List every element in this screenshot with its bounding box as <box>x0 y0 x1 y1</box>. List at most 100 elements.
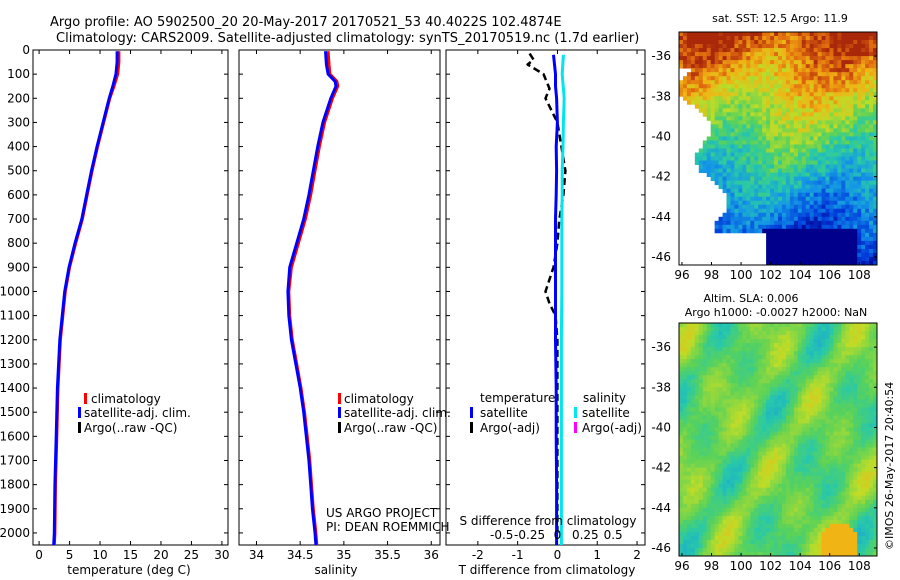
sla-cell <box>841 403 846 408</box>
sst-cell <box>853 112 858 117</box>
x-tick-label: 25 <box>184 548 199 562</box>
sst-cell <box>758 204 763 210</box>
sla-cell <box>821 435 826 440</box>
sst-cell <box>821 172 826 178</box>
sla-cell <box>805 379 811 384</box>
sst-cell <box>817 100 822 105</box>
sst-cell <box>722 96 727 101</box>
sst-cell <box>817 128 822 133</box>
sla-cell <box>785 475 791 481</box>
sla-cell <box>698 467 704 473</box>
sst-cell <box>710 56 716 61</box>
sst-cell <box>774 40 779 45</box>
sla-cell <box>706 423 712 428</box>
sst-cell <box>718 220 723 226</box>
sst-cell <box>857 156 862 161</box>
sst-cell <box>734 168 739 174</box>
sst-cell <box>762 88 767 93</box>
sla-cell <box>789 407 795 412</box>
sst-cell <box>762 96 767 101</box>
sst-cell <box>857 92 862 97</box>
legend-swatch-climatology <box>84 393 87 404</box>
sst-cell <box>849 152 854 157</box>
sst-cell <box>837 124 842 129</box>
sla-cell <box>869 419 874 424</box>
sst-cell <box>762 208 767 214</box>
sla-cell <box>793 415 799 420</box>
sla-cell <box>718 499 723 505</box>
sla-cell <box>714 479 719 485</box>
sst-cell <box>873 256 878 262</box>
sst-cell <box>726 156 731 161</box>
legend-title-salinity: salinity <box>583 391 626 405</box>
sst-cell <box>817 88 822 93</box>
sla-cell <box>702 323 708 328</box>
sst-cell <box>793 156 799 161</box>
sst-cell <box>770 36 775 41</box>
sst-cell <box>714 36 719 41</box>
sla-cell <box>861 455 866 460</box>
sst-cell <box>746 188 751 194</box>
sst-cell <box>754 128 759 133</box>
sla-cell <box>865 443 870 448</box>
sla-cell <box>754 459 759 465</box>
sst-cell <box>821 108 826 113</box>
sst-cell <box>821 260 826 266</box>
sst-cell <box>714 156 719 161</box>
sla-cell <box>869 371 874 376</box>
sst-cell <box>873 104 878 109</box>
sst-cell <box>845 184 850 190</box>
sst-cell <box>770 208 775 214</box>
sla-cell <box>853 379 858 384</box>
sla-cell <box>789 451 795 456</box>
sst-cell <box>770 236 775 242</box>
sla-cell <box>718 335 723 340</box>
sla-cell <box>774 451 779 456</box>
sst-cell <box>865 128 870 133</box>
sla-cell <box>829 451 834 456</box>
sst-cell <box>861 160 866 165</box>
sst-cell <box>758 128 763 133</box>
sla-cell <box>698 395 704 400</box>
sst-cell <box>702 72 708 77</box>
sla-cell <box>710 499 716 505</box>
sla-cell <box>679 459 684 465</box>
sst-cell <box>762 104 767 109</box>
sla-cell <box>833 471 838 477</box>
sla-cell <box>742 479 747 485</box>
sla-cell <box>801 439 807 444</box>
sla-cell <box>730 403 735 408</box>
sst-cell <box>833 76 838 81</box>
x-tick-label: 35 <box>336 548 351 562</box>
figure-title-line1: Argo profile: AO 5902500_20 20-May-2017 … <box>50 15 562 30</box>
sla-cell <box>698 363 704 368</box>
sla-cell <box>841 327 846 332</box>
sst-cell <box>813 72 818 77</box>
sst-cell <box>809 216 815 222</box>
sst-cell <box>825 204 830 210</box>
sla-cell <box>849 351 854 356</box>
sla-cell <box>845 423 850 428</box>
sla-cell <box>797 499 803 505</box>
sst-cell <box>869 232 874 238</box>
sst-cell <box>841 48 846 53</box>
sst-cell <box>750 40 755 45</box>
sla-cell <box>817 407 822 412</box>
sla-cell <box>857 459 862 465</box>
sst-cell <box>785 248 791 254</box>
sla-cell <box>833 359 838 364</box>
sst-cell <box>774 168 779 174</box>
sst-cell <box>865 180 870 186</box>
sst-cell <box>702 56 708 61</box>
sst-cell <box>817 196 822 202</box>
sla-cell <box>758 427 763 432</box>
sla-cell <box>742 399 747 404</box>
sla-cell <box>746 415 751 420</box>
sla-cell <box>817 443 822 448</box>
sst-cell <box>857 104 862 109</box>
sst-cell <box>805 144 811 149</box>
sla-cell <box>873 407 878 412</box>
sla-cell <box>679 427 684 432</box>
sst-cell <box>809 168 815 174</box>
sla-cell <box>758 355 763 360</box>
